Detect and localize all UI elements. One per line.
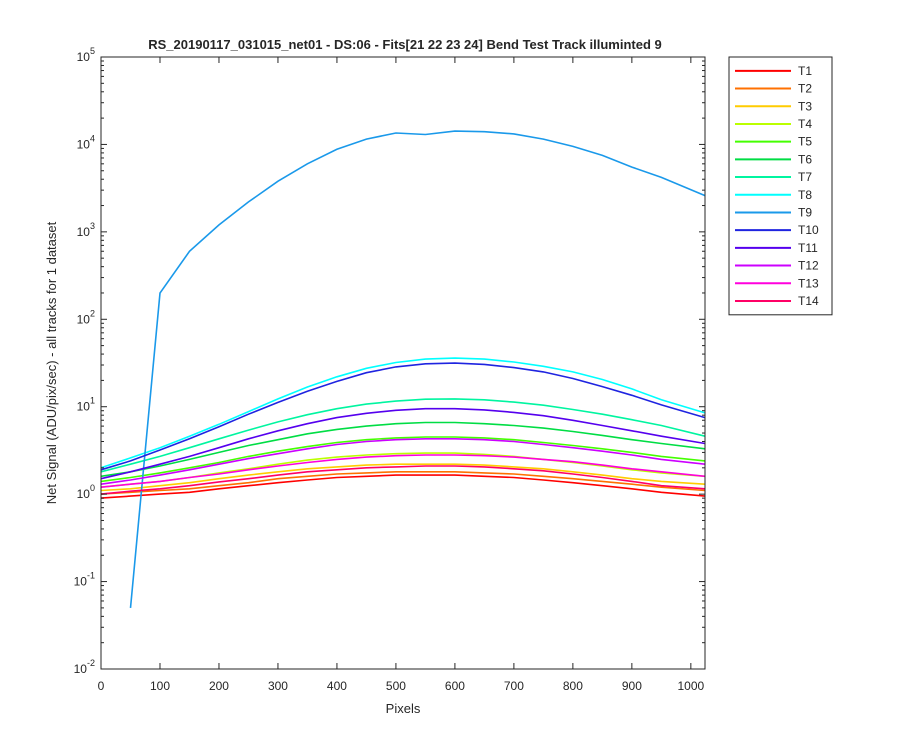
legend-label-t14: T14 [798, 294, 819, 308]
series-line-t8 [100, 357, 706, 469]
legend-label-t5: T5 [798, 135, 812, 149]
legend-label-t8: T8 [798, 188, 812, 202]
legend-label-t7: T7 [798, 170, 812, 184]
x-tick-label: 500 [386, 679, 406, 693]
y-tick-label: 103 [77, 221, 95, 239]
x-tick-label: 400 [327, 679, 347, 693]
legend-label-t2: T2 [798, 82, 812, 96]
series-line-t10 [100, 362, 706, 471]
series-line-t1 [100, 474, 706, 499]
x-tick-label: 700 [504, 679, 524, 693]
y-tick-label: 105 [77, 46, 95, 64]
plot-area-frame [100, 56, 706, 670]
series-line-t2 [100, 471, 706, 495]
x-tick-label: 600 [445, 679, 465, 693]
legend-label-t3: T3 [798, 99, 812, 113]
legend-label-t9: T9 [798, 205, 812, 219]
x-tick-label: 800 [563, 679, 583, 693]
series-line-t11 [100, 407, 706, 480]
x-axis-label: Pixels [386, 701, 421, 716]
y-tick-label: 101 [77, 396, 95, 414]
series-line-t9 [129, 130, 706, 608]
x-tick-label: 0 [98, 679, 105, 693]
x-tick-label: 100 [150, 679, 170, 693]
series-line-t5 [100, 436, 706, 483]
y-axis-label: Net Signal (ADU/pix/sec) - all tracks fo… [44, 221, 59, 504]
y-tick-label: 10-2 [74, 658, 95, 676]
legend-label-t11: T11 [798, 241, 818, 255]
y-tick-label: 10-1 [74, 571, 95, 589]
legend-label-t12: T12 [798, 259, 819, 273]
legend-label-t6: T6 [798, 152, 812, 166]
y-tick-label: 100 [77, 483, 95, 501]
series-line-t3 [100, 463, 706, 492]
series-line-t13 [100, 454, 706, 488]
legend-label-t1: T1 [798, 64, 812, 78]
y-tick-label: 104 [77, 133, 95, 151]
x-tick-label: 1000 [677, 679, 704, 693]
series-line-t6 [100, 421, 706, 478]
x-tick-label: 200 [209, 679, 229, 693]
legend-label-t13: T13 [798, 276, 819, 290]
chart-title: RS_20190117_031015_net01 - DS:06 - Fits[… [148, 37, 662, 52]
y-tick-label: 102 [77, 308, 95, 326]
legend-label-t4: T4 [798, 117, 812, 131]
series-line-t7 [100, 398, 706, 473]
series-line-t12 [100, 438, 706, 485]
axis-ticks: 0 100 200 300 400 500 600 700 800 900 1000 10-2 10-1… [74, 46, 705, 693]
series-layer [100, 130, 706, 608]
x-tick-label: 300 [268, 679, 288, 693]
legend-box [728, 56, 833, 316]
x-tick-label: 900 [622, 679, 642, 693]
series-line-t14 [100, 465, 706, 495]
legend-label-t10: T10 [798, 223, 819, 237]
legend: T1 T2 T3 T4 T5 T6 T7 T8 T9 T10 T11 T12 T13 T14 [728, 56, 833, 316]
